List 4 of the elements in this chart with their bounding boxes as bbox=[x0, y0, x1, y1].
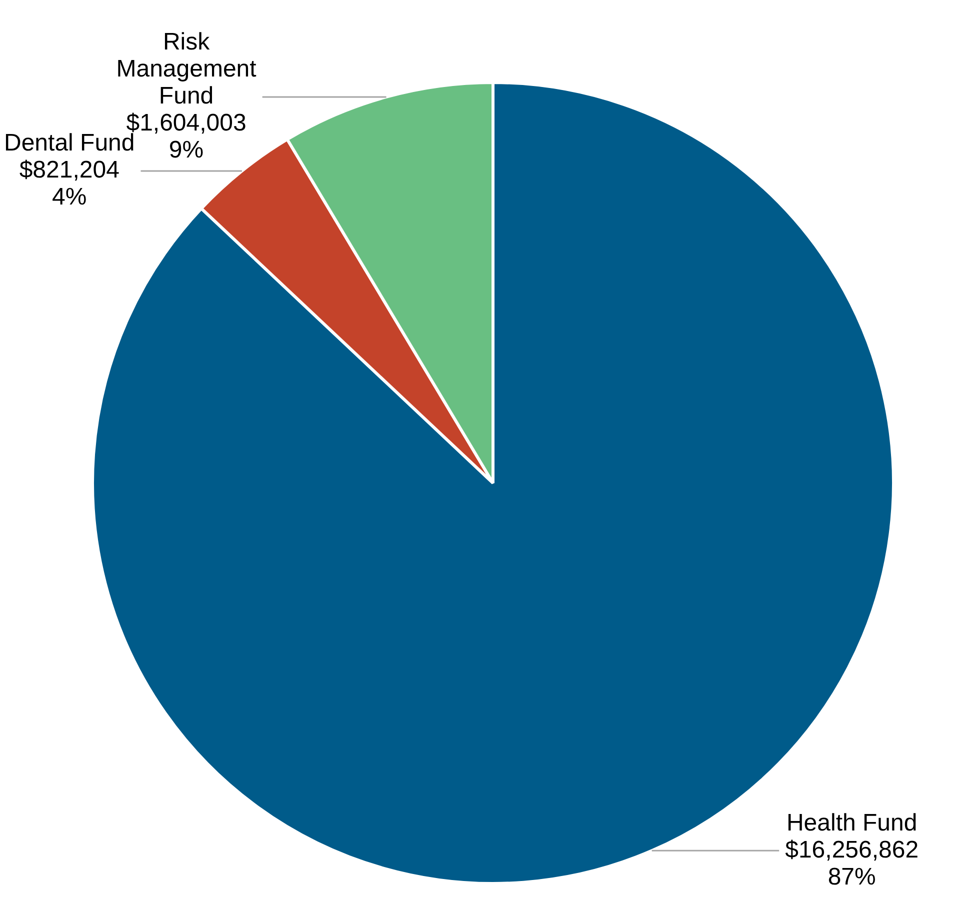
data-label: $821,204 4% bbox=[19, 156, 120, 211]
data-label: $16,256,862 87% bbox=[785, 836, 919, 890]
slice-label: Health Fund bbox=[786, 809, 918, 836]
slice-label: Risk Management Fund bbox=[116, 28, 257, 110]
